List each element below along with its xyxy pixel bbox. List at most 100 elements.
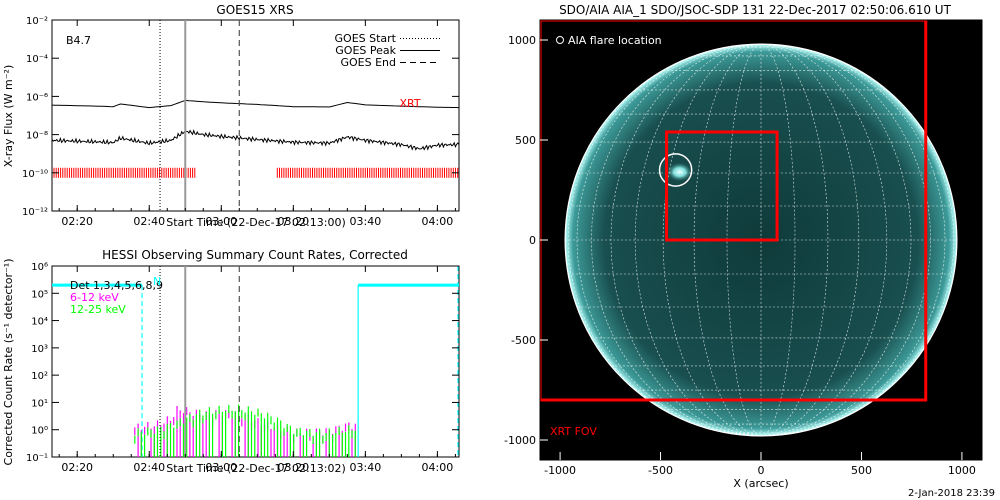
y-tick-label: 500 — [515, 134, 536, 147]
x-tick-label: 1000 — [948, 464, 976, 477]
hessi-night-label: N — [153, 275, 161, 288]
solar-limb — [564, 43, 958, 437]
longitude-line — [760, 43, 946, 437]
x-tick-label: 02:40 — [133, 215, 165, 228]
y-tick-label: -500 — [511, 334, 536, 347]
longitude-line — [726, 43, 762, 437]
hessi-night-indicator — [52, 266, 459, 457]
longitude-line — [662, 43, 762, 437]
x-tick-label: 02:20 — [61, 461, 93, 474]
y-tick-label: 10³ — [31, 344, 48, 355]
goes-y-axis-label: X-ray Flux (W m⁻²) — [2, 65, 15, 167]
goes-event-markers — [159, 20, 240, 211]
goes-x-ticks: 02:20 02:40 03:00 03:20 03:40 04:00 — [58, 20, 456, 228]
goes-title: GOES15 XRS — [216, 3, 293, 17]
longitude-line — [576, 43, 762, 437]
hessi-x-ticks: 02:20 02:40 03:00 03:20 03:40 04:00 — [58, 266, 456, 474]
goes-x-axis-label: Start Time (22-Dec-17 02:13:00) — [166, 216, 346, 229]
longitude-line — [760, 43, 796, 437]
flare-legend-marker — [556, 36, 564, 44]
hessi-legend-12-25kev: 12-25 keV — [70, 303, 126, 316]
flare-legend-label: AIA flare location — [568, 34, 662, 47]
x-tick-label: 03:40 — [350, 215, 382, 228]
y-tick-label: 10⁻² — [26, 16, 48, 27]
x-tick-label: -1000 — [544, 464, 576, 477]
aia-title: SDO/AIA AIA_1 SDO/JSOC-SDP 131 22-Dec-20… — [559, 3, 952, 17]
y-tick-label: 10⁻¹ — [26, 453, 48, 464]
goes-series-line — [51, 99, 460, 109]
longitude-line — [591, 43, 762, 437]
hessi-y-axis-label: Corrected Count Rate (s⁻¹ detector⁻¹) — [2, 259, 15, 466]
hessi-series — [134, 404, 356, 457]
x-tick-label: 02:20 — [61, 215, 93, 228]
goes-plot-frame — [51, 19, 460, 212]
aia-y-ticks: -1000 -500 0 500 1000 — [504, 34, 548, 447]
goes-class-annotation: B4.7 — [66, 34, 91, 47]
y-tick-label: 10⁻¹² — [22, 207, 48, 218]
longitude-line — [567, 43, 762, 437]
y-tick-label: 10⁻⁸ — [26, 131, 48, 142]
y-tick-label: 10² — [31, 371, 48, 382]
longitude-line — [760, 43, 955, 437]
y-tick-label: 1000 — [508, 34, 536, 47]
aia-x-ticks: -1000 -500 0 500 1000 — [544, 452, 976, 477]
x-tick-label: 03:20 — [277, 215, 309, 228]
xrt-fov-label: XRT FOV — [550, 425, 597, 438]
longitude-line — [610, 43, 762, 437]
hessi-x-axis-label: Start Time (22-Dec-17 02:13:02) — [166, 462, 346, 475]
xrt-label: XRT — [399, 97, 420, 110]
aia-x-axis-label: X (arcsec) — [733, 477, 788, 490]
x-tick-label: 03:40 — [350, 461, 382, 474]
hessi-detectors: Det 1,3,4,5,6,8,9 — [70, 279, 163, 292]
y-tick-label: -1000 — [504, 434, 536, 447]
longitude-line — [760, 43, 829, 437]
longitude-line — [760, 43, 888, 437]
longitude-line — [693, 43, 762, 437]
flare-bright-region — [666, 162, 693, 182]
x-tick-label: 03:00 — [205, 215, 237, 228]
aia-panel: SDO/AIA AIA_1 SDO/JSOC-SDP 131 22-Dec-20… — [504, 3, 983, 490]
flare-location-circle — [658, 153, 693, 187]
xrt-fov-box — [540, 20, 928, 402]
x-tick-label: 03:00 — [205, 461, 237, 474]
hessi-title: HESSI Observing Summary Count Rates, Cor… — [102, 248, 408, 262]
goes-panel: GOES15 XRS 02:20 02:40 03:00 03:20 03:40 04:0… — [2, 3, 460, 229]
hessi-panel: HESSI Observing Summary Count Rates, Cor… — [2, 248, 460, 475]
x-tick-label: 0 — [758, 464, 765, 477]
xrt-zoom-box — [665, 130, 779, 242]
longitude-line — [634, 43, 762, 437]
y-tick-label: 10⁴ — [31, 317, 48, 328]
y-tick-label: 10⁻⁴ — [26, 54, 48, 65]
hessi-legend-6-12kev: 6-12 keV — [70, 291, 119, 304]
y-tick-label: 10⁵ — [31, 289, 48, 300]
hessi-event-markers — [159, 266, 240, 457]
x-tick-label: 02:40 — [133, 461, 165, 474]
x-tick-label: 04:00 — [422, 461, 454, 474]
xrt-coverage-ticks — [53, 167, 459, 178]
y-tick-label: 10¹ — [31, 398, 48, 409]
heliographic-grid — [565, 43, 957, 437]
x-tick-label: 04:00 — [422, 215, 454, 228]
y-tick-label: 10⁶ — [31, 262, 48, 273]
goes-legend: GOES Start GOES Peak GOES End — [335, 32, 440, 69]
legend-goes-end: GOES End — [340, 56, 396, 69]
hessi-y-ticks: 10⁻¹ 10⁰ 10¹ 10² 10³ 10⁴ 10⁵ 10⁶ — [26, 262, 459, 464]
y-tick-label: 10⁻¹⁰ — [22, 169, 48, 180]
goes-y-ticks: 10⁻¹² 10⁻¹⁰ 10⁻⁸ 10⁻⁶ 10⁻⁴ 10⁻² — [22, 16, 459, 218]
y-tick-label: 10⁻⁶ — [26, 92, 48, 103]
longitude-line — [760, 43, 912, 437]
render-timestamp: 2-Jan-2018 23:39 — [908, 488, 995, 499]
longitude-line — [760, 43, 860, 437]
goes-series — [51, 99, 460, 151]
goes-series-line — [51, 129, 460, 151]
y-tick-label: 10⁰ — [31, 426, 48, 437]
legend-goes-peak: GOES Peak — [335, 44, 396, 57]
x-tick-label: 03:20 — [277, 461, 309, 474]
x-tick-label: 500 — [851, 464, 872, 477]
legend-goes-start: GOES Start — [335, 32, 397, 45]
longitude-line — [760, 43, 931, 437]
y-tick-label: 0 — [529, 234, 536, 247]
hessi-plot-frame — [51, 265, 460, 458]
x-tick-label: -500 — [648, 464, 673, 477]
